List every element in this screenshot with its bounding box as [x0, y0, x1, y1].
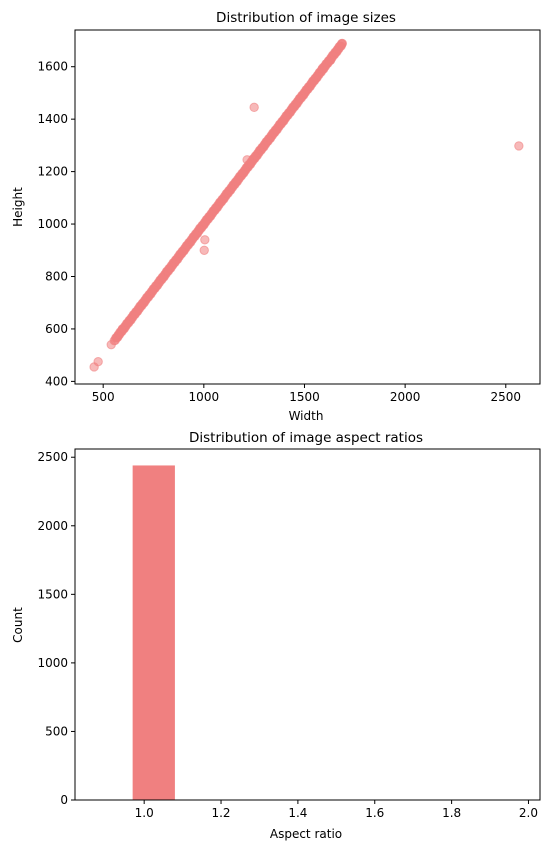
histogram-y-tick-label: 500 [45, 724, 68, 738]
scatter-chart: Distribution of image sizes 500 1000 1500 2… [11, 10, 541, 423]
scatter-point [317, 63, 328, 73]
scatter-y-tick-label: 1400 [37, 112, 68, 126]
histogram-x-tick-label: 1.2 [211, 806, 230, 820]
histogram-axes-frame [74, 448, 541, 801]
histogram-x-tick-label: 2.0 [519, 806, 538, 820]
scatter-point [117, 324, 128, 334]
scatter-x-tick-label: 2000 [390, 390, 421, 404]
scatter-title: Distribution of image sizes [216, 10, 396, 26]
scatter-point [242, 155, 252, 165]
histogram-x-tick-label: 1.0 [135, 806, 154, 820]
scatter-axes-frame [74, 29, 541, 385]
histogram-y-ticks: 0 500 1000 1500 2000 2500 [37, 450, 75, 807]
scatter-x-tick-label: 1000 [189, 390, 220, 404]
scatter-x-ticks: 500 1000 1500 2000 2500 [92, 384, 521, 404]
histogram-y-tick-label: 2000 [37, 519, 68, 533]
histogram-bars [132, 465, 175, 800]
scatter-y-tick-label: 1000 [37, 217, 68, 231]
scatter-x-tick-label: 2500 [491, 390, 522, 404]
histogram-title: Distribution of image aspect ratios [189, 430, 423, 446]
histogram-bar [132, 465, 175, 800]
histogram-chart: Distribution of image aspect ratios 1.0 1… [11, 430, 541, 841]
histogram-x-tick-label: 1.8 [442, 806, 461, 820]
histogram-y-tick-label: 1000 [37, 656, 68, 670]
histogram-x-ticks: 1.0 1.2 1.4 1.6 1.8 2.0 [135, 800, 538, 820]
scatter-x-tick-label: 1500 [289, 390, 320, 404]
scatter-y-tick-label: 1200 [37, 165, 68, 179]
histogram-y-label: Count [11, 607, 25, 643]
scatter-points [89, 38, 524, 372]
scatter-point [93, 357, 103, 367]
scatter-point [200, 235, 210, 245]
scatter-y-tick-label: 600 [45, 322, 68, 336]
scatter-y-tick-label: 1600 [37, 60, 68, 74]
scatter-y-label: Height [11, 187, 25, 227]
scatter-x-label: Width [289, 409, 324, 423]
histogram-x-tick-label: 1.6 [365, 806, 384, 820]
scatter-point [514, 141, 524, 151]
histogram-y-tick-label: 2500 [37, 450, 68, 464]
scatter-y-tick-label: 800 [45, 269, 68, 283]
scatter-point [325, 55, 336, 65]
histogram-y-tick-label: 0 [60, 793, 68, 807]
histogram-x-tick-label: 1.4 [288, 806, 307, 820]
histogram-y-tick-label: 1500 [37, 587, 68, 601]
histogram-x-label: Aspect ratio [270, 827, 342, 841]
scatter-y-tick-label: 400 [45, 374, 68, 388]
scatter-point [337, 39, 347, 50]
scatter-x-tick-label: 500 [92, 390, 115, 404]
scatter-point [249, 102, 259, 113]
scatter-y-ticks: 400 600 800 1000 1200 1400 1600 [37, 60, 75, 388]
scatter-point [199, 245, 209, 255]
